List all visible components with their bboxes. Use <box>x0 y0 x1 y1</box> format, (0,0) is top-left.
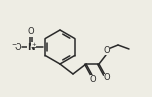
Text: O: O <box>104 46 110 55</box>
Text: O: O <box>28 28 34 36</box>
Text: −: − <box>12 42 17 46</box>
Text: O: O <box>104 74 110 83</box>
Text: +: + <box>31 42 36 47</box>
Text: O: O <box>90 74 96 84</box>
Text: N: N <box>27 42 35 52</box>
Text: O: O <box>15 42 21 52</box>
